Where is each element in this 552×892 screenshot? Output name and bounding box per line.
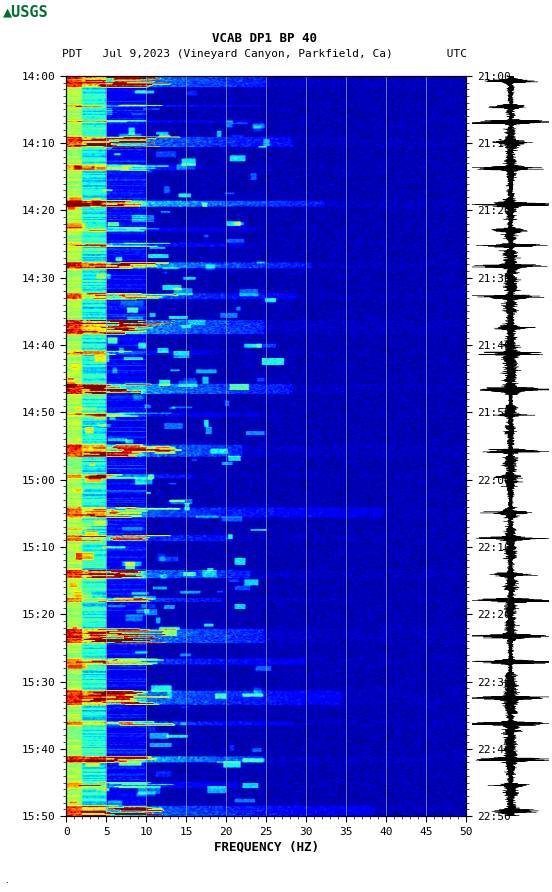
Text: VCAB DP1 BP 40: VCAB DP1 BP 40 xyxy=(213,32,317,45)
Text: ⋅: ⋅ xyxy=(6,878,8,887)
Text: ▲USGS: ▲USGS xyxy=(3,4,49,20)
X-axis label: FREQUENCY (HZ): FREQUENCY (HZ) xyxy=(214,841,319,854)
Text: PDT   Jul 9,2023 (Vineyard Canyon, Parkfield, Ca)        UTC: PDT Jul 9,2023 (Vineyard Canyon, Parkfie… xyxy=(62,48,468,59)
